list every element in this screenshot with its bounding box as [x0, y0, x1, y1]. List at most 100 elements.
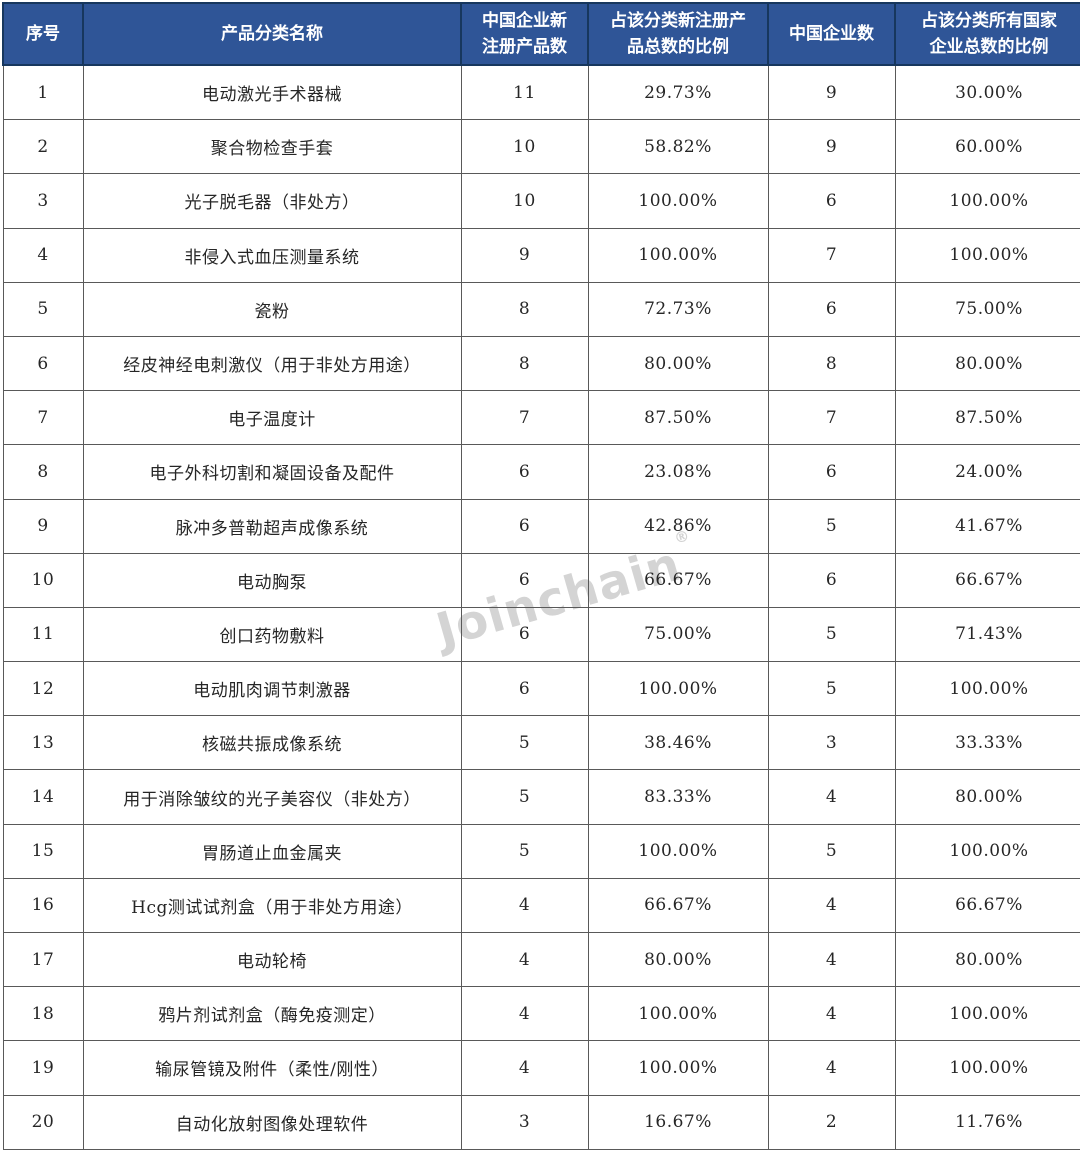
cell-cn-companies: 5: [767, 823, 896, 879]
table-row: 10 电动胸泵 6 66.67% 6 66.67%: [2, 552, 1080, 608]
table-row: 11 创口药物敷料 6 75.00% 5 71.43%: [2, 606, 1080, 663]
cell-serial-number: 13: [2, 715, 84, 771]
cell-cn-companies: 9: [767, 64, 896, 121]
cell-cn-new-products: 8: [460, 335, 589, 392]
cell-cn-companies: 6: [767, 444, 896, 500]
cell-cn-new-products: 8: [460, 281, 589, 337]
cell-serial-number: 16: [2, 877, 84, 934]
cell-cn-companies: 5: [767, 606, 896, 663]
cell-company-ratio: 80.00%: [894, 335, 1080, 392]
table-row: 5 瓷粉 8 72.73% 6 75.00%: [2, 281, 1080, 337]
cell-serial-number: 10: [2, 552, 84, 608]
cell-company-ratio: 80.00%: [894, 769, 1080, 825]
cell-category-name: 电动胸泵: [82, 552, 462, 608]
cell-category-name: 自动化放射图像处理软件: [82, 1094, 462, 1150]
table-row: 13 核磁共振成像系统 5 38.46% 3 33.33%: [2, 715, 1080, 771]
cell-category-name: 瓷粉: [82, 281, 462, 337]
cell-cn-new-products: 6: [460, 498, 589, 554]
cell-new-product-ratio: 42.86%: [587, 498, 769, 554]
cell-cn-new-products: 10: [460, 119, 589, 175]
cell-category-name: 脉冲多普勒超声成像系统: [82, 498, 462, 554]
cell-serial-number: 15: [2, 823, 84, 879]
table-row: 18 鸦片剂试剂盒（酶免疫测定） 4 100.00% 4 100.00%: [2, 986, 1080, 1042]
cell-cn-new-products: 6: [460, 444, 589, 500]
cell-company-ratio: 100.00%: [894, 1040, 1080, 1096]
cell-category-name: Hcg测试试剂盒（用于非处方用途）: [82, 877, 462, 934]
cell-category-name: 输尿管镜及附件（柔性/刚性）: [82, 1040, 462, 1096]
cell-category-name: 电动肌肉调节刺激器: [82, 661, 462, 717]
cell-category-name: 胃肠道止血金属夹: [82, 823, 462, 879]
table-row: 20 自动化放射图像处理软件 3 16.67% 2 11.76%: [2, 1094, 1080, 1150]
column-header-company-ratio: 占该分类所有国家 企业总数的比例: [894, 2, 1080, 66]
cell-cn-companies: 2: [767, 1094, 896, 1150]
cell-serial-number: 3: [2, 173, 84, 229]
cell-cn-companies: 5: [767, 661, 896, 717]
table-row: 9 脉冲多普勒超声成像系统 6 42.86% 5 41.67%: [2, 498, 1080, 554]
table-row: 14 用于消除皱纹的光子美容仪（非处方） 5 83.33% 4 80.00%: [2, 769, 1080, 825]
header-row: 序号 产品分类名称 中国企业新 注册产品数 占该分类新注册产 品总数的比例 中国…: [2, 2, 1080, 66]
cell-new-product-ratio: 80.00%: [587, 931, 769, 988]
cell-serial-number: 6: [2, 335, 84, 392]
table-row: 7 电子温度计 7 87.50% 7 87.50%: [2, 390, 1080, 446]
column-header-new-product-ratio: 占该分类新注册产 品总数的比例: [587, 2, 769, 66]
cell-new-product-ratio: 66.67%: [587, 877, 769, 934]
cell-serial-number: 20: [2, 1094, 84, 1150]
cell-category-name: 电子外科切割和凝固设备及配件: [82, 444, 462, 500]
table-row: 16 Hcg测试试剂盒（用于非处方用途） 4 66.67% 4 66.67%: [2, 877, 1080, 934]
cell-cn-companies: 4: [767, 769, 896, 825]
cell-cn-companies: 4: [767, 1040, 896, 1096]
cell-cn-new-products: 5: [460, 715, 589, 771]
cell-cn-new-products: 3: [460, 1094, 589, 1150]
cell-company-ratio: 100.00%: [894, 823, 1080, 879]
column-header-cn-companies: 中国企业数: [767, 2, 896, 66]
cell-company-ratio: 100.00%: [894, 661, 1080, 717]
cell-serial-number: 18: [2, 986, 84, 1042]
cell-cn-new-products: 5: [460, 823, 589, 879]
cell-category-name: 鸦片剂试剂盒（酶免疫测定）: [82, 986, 462, 1042]
cell-new-product-ratio: 87.50%: [587, 390, 769, 446]
table-row: 2 聚合物检查手套 10 58.82% 9 60.00%: [2, 119, 1080, 175]
cell-serial-number: 19: [2, 1040, 84, 1096]
cell-company-ratio: 30.00%: [894, 64, 1080, 121]
cell-new-product-ratio: 80.00%: [587, 335, 769, 392]
cell-company-ratio: 66.67%: [894, 552, 1080, 608]
cell-new-product-ratio: 100.00%: [587, 823, 769, 879]
cell-new-product-ratio: 100.00%: [587, 227, 769, 283]
cell-cn-companies: 6: [767, 552, 896, 608]
cell-cn-new-products: 7: [460, 390, 589, 446]
cell-new-product-ratio: 16.67%: [587, 1094, 769, 1150]
cell-serial-number: 17: [2, 931, 84, 988]
cell-category-name: 非侵入式血压测量系统: [82, 227, 462, 283]
cell-company-ratio: 100.00%: [894, 173, 1080, 229]
column-header-category-name: 产品分类名称: [82, 2, 462, 66]
cell-serial-number: 7: [2, 390, 84, 446]
cell-company-ratio: 100.00%: [894, 986, 1080, 1042]
cell-cn-companies: 7: [767, 227, 896, 283]
cell-cn-companies: 3: [767, 715, 896, 771]
cell-serial-number: 14: [2, 769, 84, 825]
table-row: 8 电子外科切割和凝固设备及配件 6 23.08% 6 24.00%: [2, 444, 1080, 500]
cell-serial-number: 2: [2, 119, 84, 175]
table-row: 12 电动肌肉调节刺激器 6 100.00% 5 100.00%: [2, 661, 1080, 717]
cell-category-name: 经皮神经电刺激仪（用于非处方用途）: [82, 335, 462, 392]
cell-serial-number: 1: [2, 64, 84, 121]
cell-serial-number: 4: [2, 227, 84, 283]
table-row: 15 胃肠道止血金属夹 5 100.00% 5 100.00%: [2, 823, 1080, 879]
cell-cn-new-products: 4: [460, 986, 589, 1042]
cell-new-product-ratio: 75.00%: [587, 606, 769, 663]
cell-new-product-ratio: 72.73%: [587, 281, 769, 337]
cell-company-ratio: 71.43%: [894, 606, 1080, 663]
cell-category-name: 创口药物敷料: [82, 606, 462, 663]
cell-new-product-ratio: 58.82%: [587, 119, 769, 175]
cell-new-product-ratio: 38.46%: [587, 715, 769, 771]
cell-category-name: 用于消除皱纹的光子美容仪（非处方）: [82, 769, 462, 825]
cell-new-product-ratio: 29.73%: [587, 64, 769, 121]
cell-company-ratio: 100.00%: [894, 227, 1080, 283]
cell-new-product-ratio: 100.00%: [587, 1040, 769, 1096]
table-row: 1 电动激光手术器械 11 29.73% 9 30.00%: [2, 64, 1080, 121]
cell-new-product-ratio: 66.67%: [587, 552, 769, 608]
cell-serial-number: 9: [2, 498, 84, 554]
cell-cn-companies: 4: [767, 986, 896, 1042]
